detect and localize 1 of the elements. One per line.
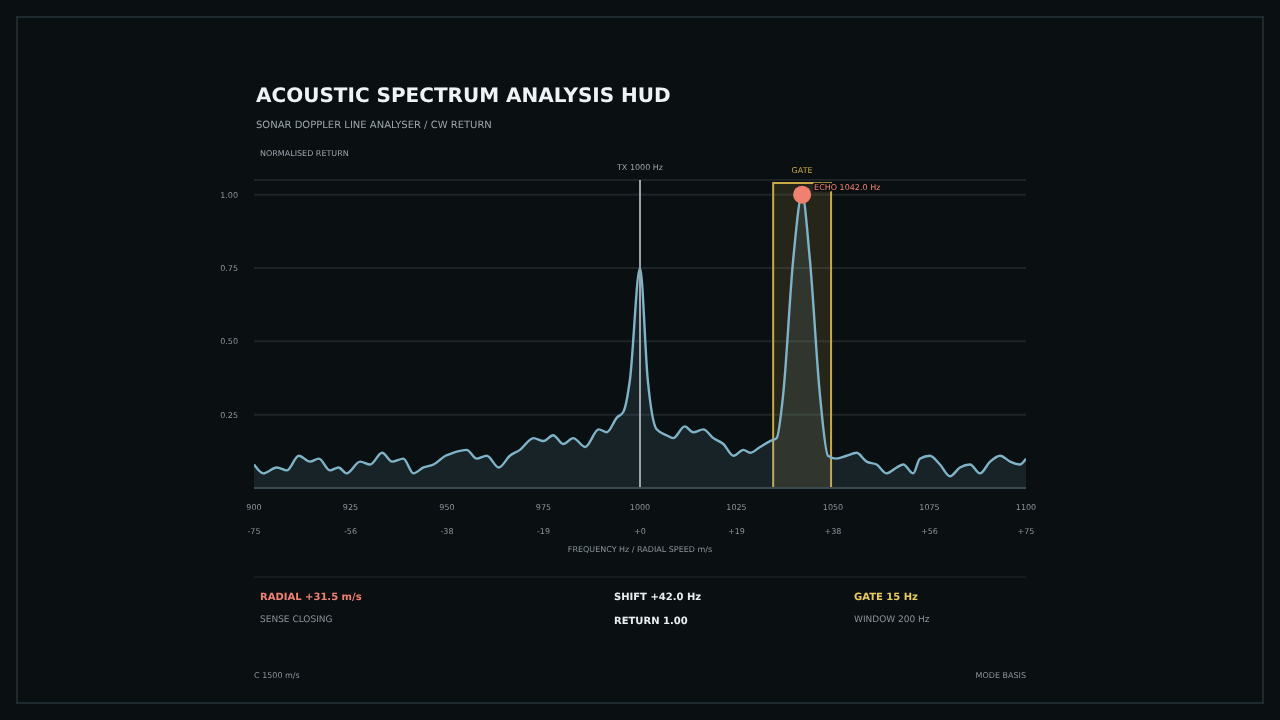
chart-title: ACOUSTIC SPECTRUM ANALYSIS HUD (256, 86, 671, 108)
